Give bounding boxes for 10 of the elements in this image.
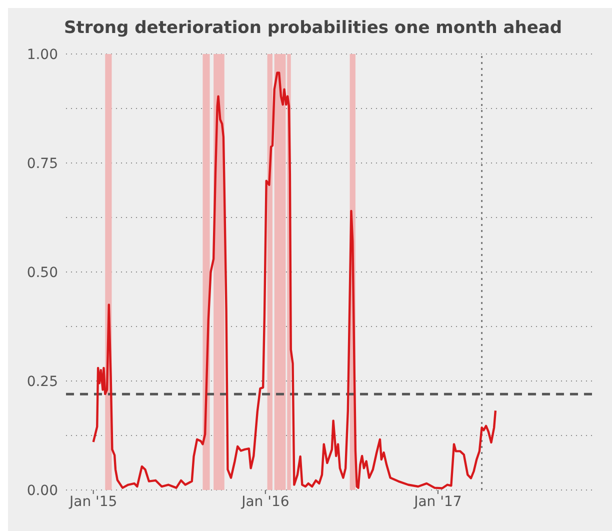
x-tick-label: Jan '15 [68, 494, 118, 510]
x-tick-label: Jan '17 [413, 494, 462, 510]
line-series [92, 72, 497, 490]
y-tick-label: 0.75 [26, 156, 58, 172]
y-tick-label: 0.00 [26, 482, 58, 499]
y-tick-label: 1.00 [26, 46, 58, 63]
x-tick-label: Jan '16 [240, 494, 290, 510]
y-tick-label: 0.25 [26, 374, 58, 390]
y-tick-label: 0.50 [26, 264, 58, 281]
chart-title: Strong deterioration probabilities one month ahead [64, 18, 562, 38]
